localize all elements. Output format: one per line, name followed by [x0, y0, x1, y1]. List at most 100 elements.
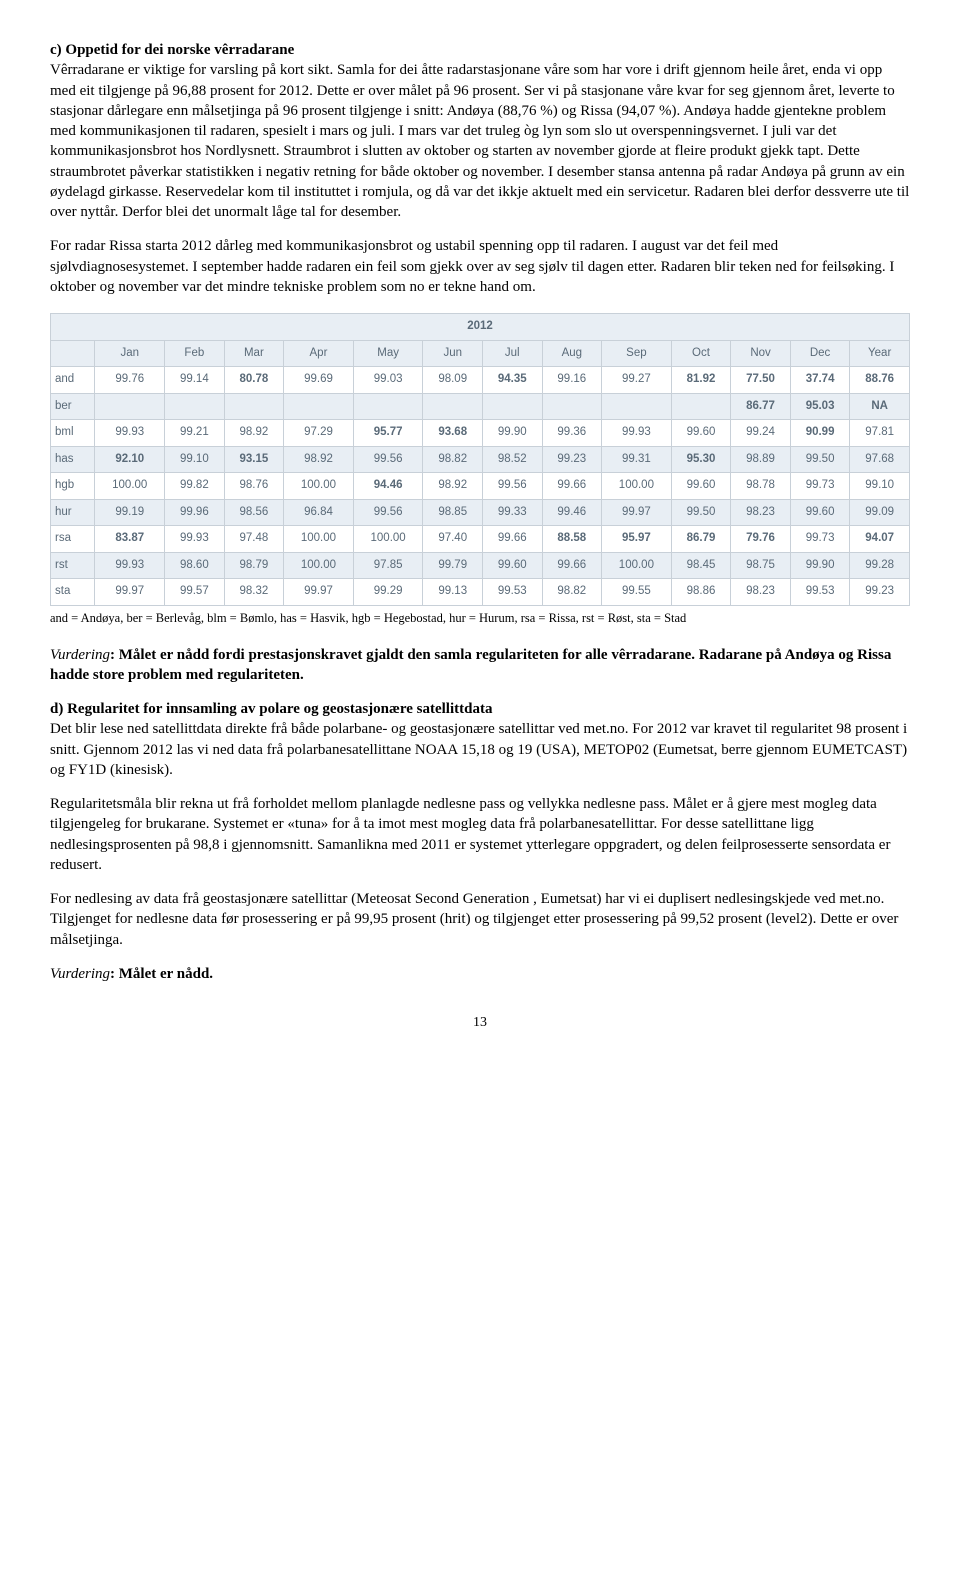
table-col-jul: Jul [482, 340, 542, 367]
table-cell: 99.60 [671, 420, 731, 447]
table-cell: 99.73 [790, 473, 850, 500]
table-cell: 99.24 [731, 420, 791, 447]
section-d-para1: Det blir lese ned satellittdata direkte … [50, 721, 907, 778]
table-col-sep: Sep [602, 340, 672, 367]
table-cell: 99.60 [671, 473, 731, 500]
table-cell: 99.97 [602, 499, 672, 526]
row-label-and: and [51, 367, 95, 394]
table-cell: 86.77 [731, 393, 791, 420]
table-cell: 94.07 [850, 526, 910, 553]
table-header-row: JanFebMarAprMayJunJulAugSepOctNovDecYear [51, 340, 910, 367]
table-col-nov: Nov [731, 340, 791, 367]
table-cell: 86.79 [671, 526, 731, 553]
table-cell: 99.56 [353, 446, 423, 473]
vurdering-d-label: Vurdering [50, 966, 110, 982]
section-c-block: c) Oppetid for dei norske vêrradarane Vê… [50, 40, 910, 222]
table-cell: 100.00 [284, 473, 354, 500]
table-cell: 98.76 [224, 473, 284, 500]
table-cell: 99.93 [95, 552, 165, 579]
table-col-dec: Dec [790, 340, 850, 367]
vurdering-c-text: : Målet er nådd fordi prestasjonskravet … [50, 647, 891, 683]
table-cell: 99.53 [482, 579, 542, 606]
radar-uptime-table: 2012 JanFebMarAprMayJunJulAugSepOctNovDe… [50, 313, 910, 606]
row-label-rsa: rsa [51, 526, 95, 553]
table-cell: 98.09 [423, 367, 483, 394]
table-cell: 99.56 [482, 473, 542, 500]
table-cell: 95.03 [790, 393, 850, 420]
table-cell: 99.19 [95, 499, 165, 526]
table-row: has92.1099.1093.1598.9299.5698.8298.5299… [51, 446, 910, 473]
table-cell: 99.73 [790, 526, 850, 553]
table-cell: 95.30 [671, 446, 731, 473]
table-cell: 98.23 [731, 579, 791, 606]
table-cell: 99.09 [850, 499, 910, 526]
vurdering-c-label: Vurdering [50, 647, 110, 663]
table-cell: NA [850, 393, 910, 420]
table-cell: 99.46 [542, 499, 602, 526]
table-cell: 100.00 [602, 552, 672, 579]
table-cell: 99.50 [671, 499, 731, 526]
table-cell: 99.55 [602, 579, 672, 606]
section-d-title: d) Regularitet for innsamling av polare … [50, 701, 492, 717]
row-label-hur: hur [51, 499, 95, 526]
row-label-rst: rst [51, 552, 95, 579]
table-cell: 81.92 [671, 367, 731, 394]
table-cell: 99.50 [790, 446, 850, 473]
table-cell: 97.29 [284, 420, 354, 447]
table-cell: 99.21 [165, 420, 225, 447]
table-cell: 98.92 [284, 446, 354, 473]
table-col-jun: Jun [423, 340, 483, 367]
table-cell: 100.00 [284, 526, 354, 553]
table-cell: 77.50 [731, 367, 791, 394]
table-cell: 99.82 [165, 473, 225, 500]
table-cell: 37.74 [790, 367, 850, 394]
row-label-ber: ber [51, 393, 95, 420]
table-cell: 90.99 [790, 420, 850, 447]
table-cell [542, 393, 602, 420]
table-cell: 99.13 [423, 579, 483, 606]
table-cell: 99.56 [353, 499, 423, 526]
section-d-para3: For nedlesing av data frå geostasjonære … [50, 889, 910, 950]
row-label-bml: bml [51, 420, 95, 447]
table-cell: 98.92 [224, 420, 284, 447]
table-cell: 99.66 [542, 473, 602, 500]
table-col-year: Year [850, 340, 910, 367]
table-cell: 99.23 [850, 579, 910, 606]
table-cell: 100.00 [95, 473, 165, 500]
table-cell: 98.52 [482, 446, 542, 473]
table-cell: 99.27 [602, 367, 672, 394]
table-cell: 100.00 [284, 552, 354, 579]
table-row: and99.7699.1480.7899.6999.0398.0994.3599… [51, 367, 910, 394]
table-cell: 94.35 [482, 367, 542, 394]
table-cell: 98.89 [731, 446, 791, 473]
table-row: hur99.1999.9698.5696.8499.5698.8599.3399… [51, 499, 910, 526]
section-d-block: d) Regularitet for innsamling av polare … [50, 699, 910, 780]
table-cell: 97.48 [224, 526, 284, 553]
table-cell: 88.76 [850, 367, 910, 394]
table-cell: 99.66 [482, 526, 542, 553]
table-cell: 95.97 [602, 526, 672, 553]
table-cell: 99.57 [165, 579, 225, 606]
table-cell: 99.23 [542, 446, 602, 473]
table-cell: 99.96 [165, 499, 225, 526]
section-c-title: c) Oppetid for dei norske vêrradarane [50, 42, 294, 58]
table-cell: 99.60 [482, 552, 542, 579]
table-cell: 97.81 [850, 420, 910, 447]
table-cell [95, 393, 165, 420]
table-cell: 99.93 [95, 420, 165, 447]
table-row: sta99.9799.5798.3299.9799.2999.1399.5398… [51, 579, 910, 606]
table-cell: 99.33 [482, 499, 542, 526]
table-cell: 79.76 [731, 526, 791, 553]
table-cell: 98.75 [731, 552, 791, 579]
table-cell: 83.87 [95, 526, 165, 553]
table-col-aug: Aug [542, 340, 602, 367]
table-cell: 99.97 [95, 579, 165, 606]
table-row: bml99.9399.2198.9297.2995.7793.6899.9099… [51, 420, 910, 447]
table-cell: 98.82 [542, 579, 602, 606]
table-cell: 98.56 [224, 499, 284, 526]
row-label-has: has [51, 446, 95, 473]
table-cell: 99.16 [542, 367, 602, 394]
section-c-para1: Vêrradarane er viktige for varsling på k… [50, 62, 909, 220]
table-cell: 93.68 [423, 420, 483, 447]
vurdering-d: Vurdering: Målet er nådd. [50, 964, 910, 984]
